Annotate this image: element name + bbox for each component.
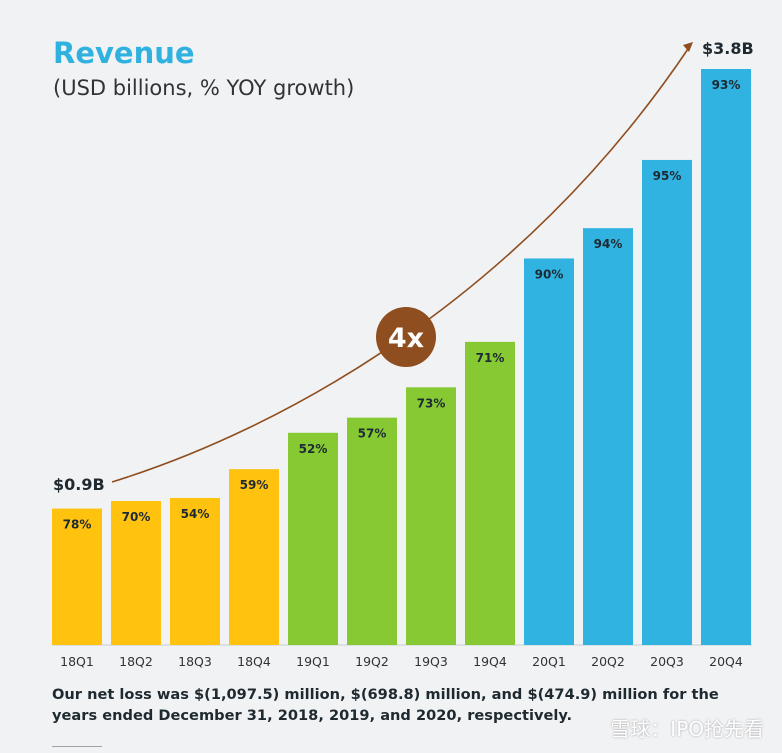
bar-18Q4 [229,469,279,645]
revenue-chart: Revenue (USD billions, % YOY growth) 78%… [52,36,754,669]
footnote-divider [52,746,102,747]
multiplier-label: 4x [388,323,424,354]
start-value-label: $0.9B [53,475,105,494]
chart-subtitle: (USD billions, % YOY growth) [53,76,354,100]
x-tick-18Q1: 18Q1 [60,654,94,669]
growth-label-19Q2: 57% [358,427,387,441]
bar-19Q3 [406,387,456,645]
x-tick-20Q3: 20Q3 [650,654,684,669]
x-tick-19Q1: 19Q1 [296,654,330,669]
growth-label-18Q1: 78% [63,518,92,532]
growth-label-19Q3: 73% [417,396,446,410]
x-tick-19Q2: 19Q2 [355,654,389,669]
bar-18Q3 [170,497,220,645]
growth-label-20Q3: 95% [653,169,682,183]
bars-group [52,69,751,645]
bar-18Q2 [111,501,161,645]
x-tick-20Q4: 20Q4 [709,654,743,669]
x-tick-19Q4: 19Q4 [473,654,507,669]
bar-20Q1 [524,258,574,645]
growth-labels-group: 78% 70% 54% 59% 52% 57% 73% 71% 90% 94% 95% 93% [63,78,741,532]
bar-20Q2 [583,228,633,645]
x-tick-labels-group: 18Q1 18Q2 18Q3 18Q4 19Q1 19Q2 19Q3 19Q4 20Q1 20Q2… [60,654,743,669]
growth-label-19Q1: 52% [299,442,328,456]
growth-label-18Q3: 54% [181,507,210,521]
x-tick-20Q1: 20Q1 [532,654,566,669]
x-tick-18Q3: 18Q3 [178,654,212,669]
bar-19Q1 [288,432,338,645]
watermark: 雪球：IPO抢先看 [610,717,764,741]
growth-label-20Q1: 90% [535,267,564,281]
bar-19Q4 [465,341,515,645]
chart-title: Revenue [53,36,195,70]
growth-arrow-head [683,42,693,52]
growth-label-20Q2: 94% [594,237,623,251]
bar-18Q1 [52,508,102,645]
growth-label-20Q4: 93% [712,78,741,92]
multiplier-badge [376,307,436,367]
growth-label-18Q2: 70% [122,510,151,524]
end-value-label: $3.8B [702,39,754,58]
bar-20Q3 [642,159,692,645]
bar-20Q4 [701,69,751,645]
bar-19Q2 [347,417,397,645]
x-tick-20Q2: 20Q2 [591,654,625,669]
growth-label-19Q4: 71% [476,351,505,365]
growth-label-18Q4: 59% [240,478,269,492]
x-tick-18Q4: 18Q4 [237,654,271,669]
x-tick-19Q3: 19Q3 [414,654,448,669]
net-loss-footnote: Our net loss was $(1,097.5) million, $(6… [52,686,719,724]
x-tick-18Q2: 18Q2 [119,654,153,669]
